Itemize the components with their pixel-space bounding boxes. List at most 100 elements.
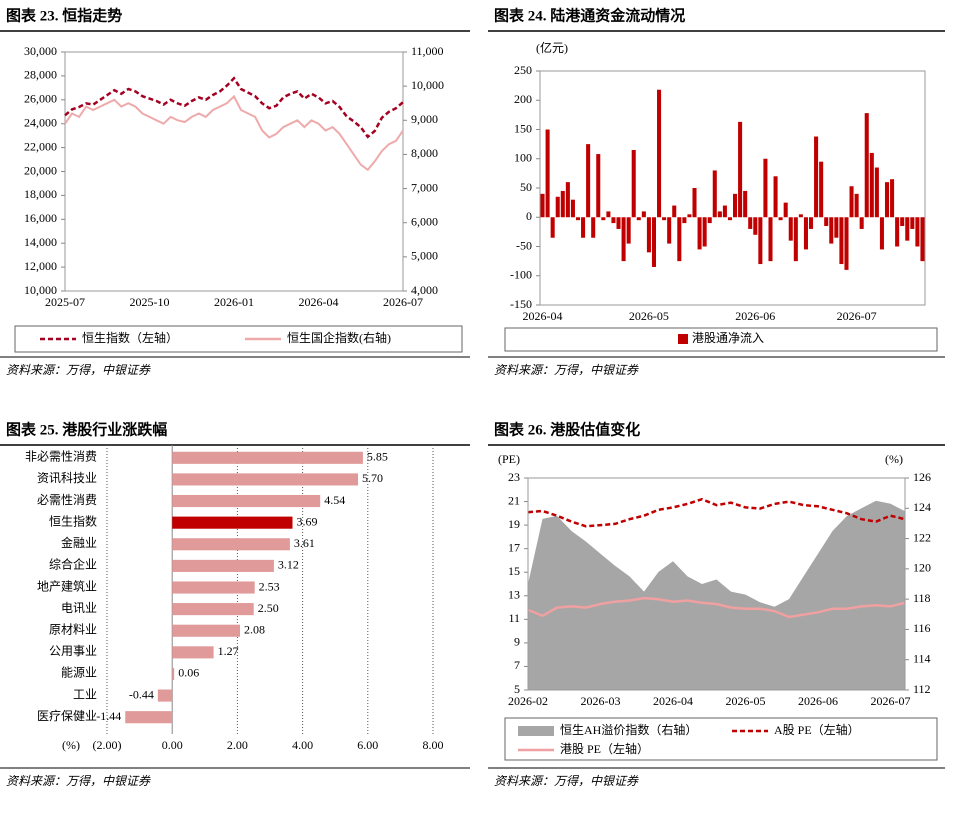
- bar: [692, 188, 697, 218]
- bar: [682, 217, 687, 224]
- bar: [803, 217, 808, 250]
- bar: [555, 196, 560, 218]
- source-note: 资料来源：万得，中银证券: [494, 363, 639, 377]
- y2-tick-label: 114: [913, 651, 931, 665]
- bar: [915, 217, 920, 247]
- bar: [172, 473, 359, 486]
- chart-title: 图表 26. 港股估值变化: [494, 420, 640, 438]
- y2-tick-label: 120: [913, 561, 931, 575]
- bar: [707, 217, 712, 224]
- bar: [839, 217, 844, 265]
- y-tick-label: 15: [508, 564, 520, 578]
- y2-tick-label: 5,000: [411, 249, 438, 263]
- y-tick-label: 26,000: [24, 92, 57, 106]
- series-line: [527, 596, 906, 619]
- series-line: [527, 497, 906, 528]
- x-tick-label: 2026-06: [735, 309, 775, 323]
- value-label: -0.44: [129, 687, 154, 701]
- bar: [601, 217, 606, 221]
- value-label: 3.12: [278, 558, 299, 572]
- bar: [814, 136, 819, 218]
- bar: [819, 161, 824, 218]
- bar: [570, 199, 575, 218]
- legend-box: [504, 327, 938, 352]
- legend-label: 恒生指数（左轴）: [82, 330, 178, 345]
- bar: [743, 190, 748, 218]
- bar: [697, 217, 702, 250]
- bar: [727, 217, 732, 221]
- bar: [596, 154, 601, 218]
- x-tick-label: 2026-07: [383, 295, 423, 309]
- value-label: -1.44: [96, 709, 121, 723]
- y-tick-label: 50: [520, 180, 532, 194]
- bar: [172, 451, 363, 464]
- category-label: 非必需性消费: [25, 450, 97, 464]
- value-label: 2.08: [244, 622, 265, 636]
- y-tick-label: 10,000: [24, 283, 57, 297]
- bar: [763, 158, 768, 218]
- category-label: 能源业: [61, 666, 97, 680]
- legend-label: 港股通净流入: [692, 331, 764, 345]
- y-tick-label: 19: [508, 517, 520, 531]
- unit2-label: (%): [885, 452, 903, 466]
- bar: [905, 217, 910, 241]
- plot-frame: [527, 477, 906, 691]
- y-tick-label: 12,000: [24, 259, 57, 273]
- x-tick-label: 2026-04: [523, 309, 563, 323]
- source-note: 资料来源：万得，中银证券: [6, 363, 151, 377]
- bar: [581, 217, 586, 238]
- value-label: 5.70: [362, 471, 383, 485]
- x-tick-label: 6.00: [357, 738, 378, 752]
- bar: [672, 205, 677, 218]
- bar: [829, 217, 834, 244]
- y-tick-label: 13: [508, 588, 520, 602]
- y2-tick-label: 11,000: [411, 44, 444, 58]
- bar: [844, 217, 849, 270]
- source-note: 资料来源：万得，中银证券: [6, 774, 151, 788]
- category-label: 公用事业: [49, 644, 97, 658]
- value-label: 3.69: [296, 514, 317, 528]
- y-tick-label: 200: [514, 92, 532, 106]
- bar: [631, 149, 636, 218]
- bar: [560, 190, 565, 218]
- legend-label: 恒生AH溢价指数（右轴）: [560, 722, 697, 737]
- bar: [798, 214, 803, 218]
- bar: [834, 217, 839, 238]
- y2-tick-label: 124: [913, 500, 931, 514]
- bar: [626, 217, 631, 244]
- y-tick-label: 0: [526, 209, 532, 223]
- bar: [920, 217, 925, 262]
- chart-title: 图表 25. 港股行业涨跌幅: [6, 420, 167, 438]
- bar: [758, 217, 763, 265]
- y-tick-label: 150: [514, 121, 532, 135]
- bar: [611, 217, 616, 224]
- bar: [172, 603, 254, 616]
- y-tick-label: 7: [514, 658, 520, 672]
- x-tick-label: 2026-05: [629, 309, 669, 323]
- bar: [874, 167, 879, 218]
- category-label: 医疗保健业: [37, 709, 97, 723]
- bar: [687, 214, 692, 218]
- value-label: 5.85: [367, 450, 388, 464]
- bar: [778, 217, 783, 221]
- bar: [172, 667, 175, 681]
- value-label: 4.54: [324, 493, 345, 507]
- x-tick-label: 2026-07: [837, 309, 877, 323]
- x-tick-label: 2.00: [227, 738, 248, 752]
- chart-title: 图表 24. 陆港通资金流动情况: [494, 6, 685, 24]
- bar: [717, 211, 722, 218]
- x-tick-label: 0.00: [162, 738, 183, 752]
- y-tick-label: 250: [514, 63, 532, 77]
- series-area: [528, 500, 905, 690]
- bar: [586, 144, 591, 218]
- bar: [550, 217, 555, 238]
- y-tick-label: 21: [508, 493, 520, 507]
- category-label: 金融业: [61, 535, 97, 550]
- y-tick-label: 11: [508, 611, 520, 625]
- category-label: 资讯科技业: [37, 471, 97, 485]
- category-label: 地产建筑业: [37, 578, 97, 593]
- source-note: 资料来源：万得，中银证券: [494, 774, 639, 788]
- bar: [753, 217, 758, 235]
- y2-tick-label: 122: [913, 530, 931, 544]
